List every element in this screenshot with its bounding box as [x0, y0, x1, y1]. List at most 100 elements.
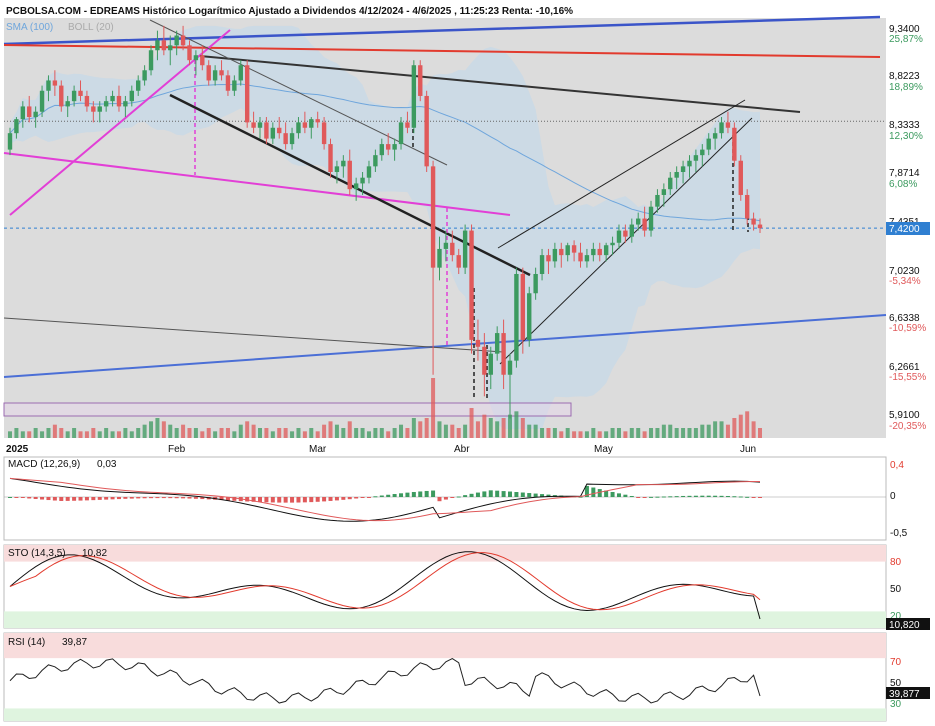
- macd-histogram-bar: [33, 497, 38, 500]
- macd-histogram-bar: [591, 487, 596, 497]
- candle-body: [39, 90, 45, 112]
- volume-bar: [610, 428, 615, 438]
- volume-bar: [193, 428, 198, 438]
- macd-histogram-bar: [174, 497, 179, 499]
- volume-bar: [149, 421, 154, 438]
- candle-body: [527, 293, 532, 340]
- candle-body: [744, 194, 750, 219]
- volume-bar: [501, 418, 506, 438]
- candle-body: [33, 111, 38, 118]
- volume-bar: [20, 431, 25, 438]
- volume-bar: [424, 418, 429, 438]
- candle-body: [309, 119, 314, 128]
- volume-bar: [431, 378, 436, 438]
- macd-histogram-bar: [584, 485, 589, 497]
- macd-histogram-bar: [232, 497, 237, 501]
- volume-bar: [360, 428, 365, 438]
- macd-histogram-bar: [495, 490, 500, 497]
- uptrend-channel-upper: [497, 99, 746, 249]
- month-label-may: May: [594, 444, 613, 455]
- macd-histogram-bar: [450, 497, 455, 498]
- macd-histogram-bar: [392, 494, 397, 497]
- volume-bar: [27, 431, 32, 438]
- macd-histogram-bar: [366, 497, 371, 498]
- macd-label: MACD (12,26,9): [8, 459, 80, 470]
- candle-body: [219, 70, 224, 76]
- macd-histogram-bar: [245, 497, 250, 502]
- candle-body: [142, 70, 147, 81]
- pink-line-horizontal: [3, 152, 511, 216]
- candle-body: [636, 218, 641, 225]
- candle-body: [244, 65, 250, 123]
- rsi-oversold-zone: [4, 708, 886, 721]
- candle-body: [719, 122, 724, 134]
- volume-bar: [399, 424, 404, 438]
- volume-bar: [540, 428, 545, 438]
- candle-body: [751, 218, 756, 225]
- candle-body: [251, 122, 256, 128]
- volume-bar: [110, 431, 115, 438]
- candle-body: [514, 273, 519, 361]
- price-panel: [3, 15, 887, 438]
- volume-bar: [443, 424, 448, 438]
- volume-bar: [104, 428, 109, 438]
- macd-histogram-bar: [341, 497, 346, 500]
- resistance-line-black: [199, 55, 801, 113]
- candle-body: [712, 133, 718, 139]
- macd-histogram-bar: [604, 490, 609, 497]
- volume-bar: [373, 428, 378, 438]
- macd-histogram-bar: [508, 491, 512, 497]
- sto-tick-label: 20: [890, 611, 902, 622]
- volume-bar: [116, 431, 121, 438]
- volume-bar: [366, 431, 371, 438]
- candle-body: [277, 127, 282, 134]
- candle-body: [616, 230, 622, 243]
- candle-body: [148, 50, 154, 71]
- candle-body: [232, 80, 237, 91]
- volume-bar: [341, 428, 346, 438]
- candle-body: [174, 35, 179, 46]
- candle-body: [725, 122, 731, 128]
- macd-histogram-bar: [65, 497, 70, 501]
- volume-bar: [155, 418, 160, 438]
- macd-histogram-bar: [59, 497, 64, 501]
- candle-body: [200, 55, 205, 66]
- zone-box: [3, 402, 572, 417]
- candle-body: [539, 255, 545, 274]
- volume-bar: [270, 431, 275, 438]
- macd-histogram-bar: [732, 496, 737, 498]
- year-label: 2025: [6, 444, 29, 455]
- volume-bar: [238, 424, 243, 438]
- candle-body: [136, 80, 141, 91]
- macd-tick-label: 0: [890, 491, 896, 502]
- candle-body: [700, 149, 705, 156]
- volume-bar: [437, 421, 442, 438]
- volume-bar: [334, 424, 339, 438]
- pct-tick-label: -20,35%: [889, 421, 926, 432]
- volume-bar: [552, 428, 557, 438]
- macd-histogram-bar: [616, 493, 621, 497]
- volume-bar: [732, 418, 737, 438]
- volume-bar: [649, 428, 654, 438]
- macd-histogram-bar: [520, 492, 525, 497]
- volume-bar: [527, 424, 532, 438]
- candle-body: [411, 65, 417, 128]
- candle-body: [321, 122, 327, 145]
- volume-bar: [546, 428, 551, 438]
- candle-body: [687, 160, 692, 167]
- macd-histogram-bar: [540, 494, 545, 497]
- candle-body: [571, 245, 577, 253]
- candle-body: [187, 45, 192, 61]
- macd-histogram-bar: [20, 497, 25, 498]
- volume-bar: [84, 431, 89, 438]
- rsi-tick-label: 70: [890, 657, 902, 668]
- candle-body: [732, 127, 737, 161]
- rsi-current-label: 39,877: [889, 689, 920, 700]
- candle-body: [424, 95, 429, 167]
- volume-bar: [604, 431, 609, 438]
- volume-bar: [379, 428, 384, 438]
- sma-line: [9, 83, 761, 222]
- candle-body: [450, 242, 455, 256]
- volume-bar: [700, 424, 705, 438]
- macd-histogram-bar: [745, 496, 750, 498]
